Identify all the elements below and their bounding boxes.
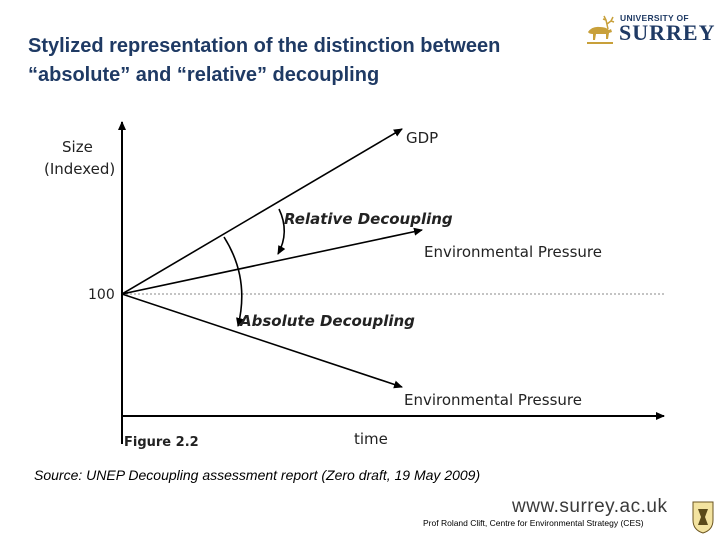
decoupling-figure: Size (Indexed) 100 GDP Relative Decoupli… — [28, 108, 704, 458]
logo-surrey: SURREY — [619, 20, 716, 45]
slide-title: Stylized representation of the distincti… — [28, 32, 588, 90]
y-axis-label-indexed: (Indexed) — [44, 160, 115, 178]
env-pressure-relative-line — [121, 227, 423, 295]
website-url: www.surrey.ac.uk — [512, 496, 668, 517]
slide-title-line1: Stylized representation of the distincti… — [28, 35, 501, 57]
env-pressure-absolute-label: Environmental Pressure — [404, 391, 582, 409]
absolute-decoupling-label: Absolute Decoupling — [239, 312, 415, 330]
env-pressure-relative-label: Environmental Pressure — [424, 243, 602, 261]
source-citation: Source: UNEP Decoupling assessment repor… — [34, 467, 481, 483]
logo-university-of: UNIVERSITY OF — [620, 13, 689, 23]
y-axis-label-size: Size — [62, 138, 93, 156]
stag-icon — [587, 15, 615, 44]
baseline-label: 100 — [88, 287, 115, 303]
author-credit: Prof Roland Clift, Centre for Environmen… — [423, 518, 644, 528]
slide-title-line2: “absolute” and “relative” decoupling — [28, 64, 380, 86]
gdp-label: GDP — [406, 129, 438, 147]
gdp-line — [121, 128, 403, 295]
ces-badge-icon — [692, 501, 714, 534]
relative-decoupling-label: Relative Decoupling — [284, 210, 453, 228]
figure-label: Figure 2.2 — [124, 435, 199, 450]
relative-decoupling-arc — [277, 208, 286, 255]
decoupling-diagram: Size (Indexed) 100 GDP Relative Decoupli… — [44, 121, 665, 450]
absolute-decoupling-arc — [223, 236, 244, 327]
x-axis-label: time — [354, 430, 388, 448]
env-pressure-absolute-line — [121, 293, 403, 389]
university-logo: UNIVERSITY OF SURREY — [584, 12, 714, 48]
